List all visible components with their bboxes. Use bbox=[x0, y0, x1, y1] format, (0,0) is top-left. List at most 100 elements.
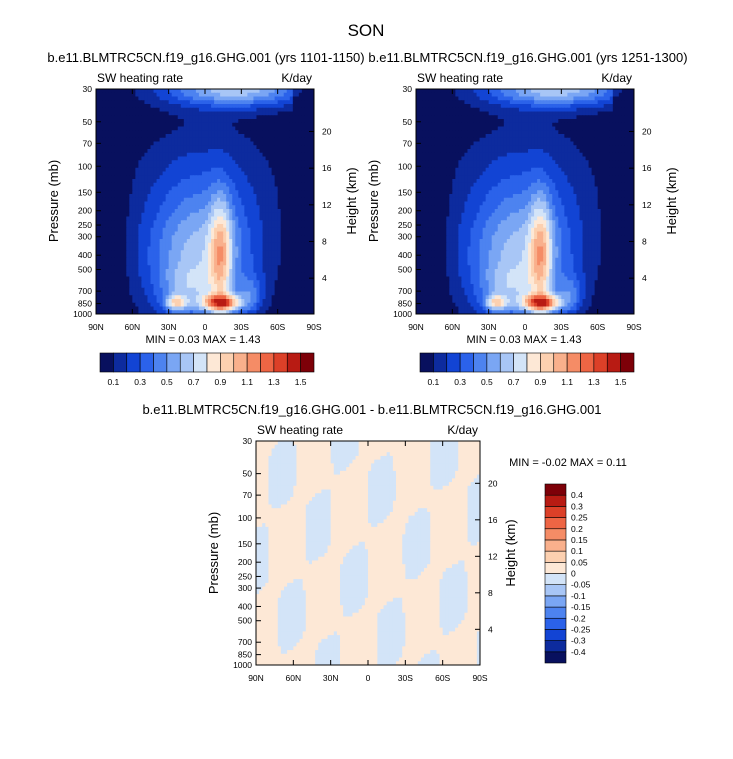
panel-left-field-cell bbox=[156, 257, 161, 263]
panel-left-field-cell bbox=[129, 104, 133, 109]
panel-left-field-cell bbox=[250, 295, 255, 300]
panel-left-field-cell bbox=[283, 227, 288, 233]
panel-left-field-cell bbox=[177, 145, 182, 150]
panel-left-field-cell bbox=[183, 107, 188, 113]
panel-left-field-cell bbox=[138, 104, 143, 109]
panel-left-colorbar-box bbox=[233, 352, 248, 373]
panel-left-field-cell bbox=[214, 291, 218, 296]
panel-right-field-cell bbox=[570, 89, 575, 94]
panel-left-field-cell bbox=[171, 284, 176, 289]
panel-left-field-cell bbox=[247, 239, 252, 244]
panel-right-field-cell bbox=[609, 107, 614, 113]
panel-left-field-cell bbox=[180, 182, 185, 188]
panel-left-field-cell bbox=[253, 197, 258, 203]
panel-left-field-cell bbox=[244, 239, 248, 244]
panel-right-field-cell bbox=[485, 89, 490, 94]
panel-left-field-cell bbox=[153, 261, 158, 266]
panel-left-field-cell bbox=[289, 122, 294, 128]
panel-left-field-cell bbox=[274, 239, 279, 244]
panel-left-field-cell bbox=[177, 231, 182, 236]
panel-left-field-cell bbox=[99, 254, 103, 259]
panel-right-field-cell bbox=[503, 115, 508, 120]
panel-left-field-cell bbox=[147, 231, 152, 236]
panel-left-field-cell bbox=[138, 299, 143, 304]
panel-left-field-cell bbox=[253, 220, 258, 225]
panel-left-field-cell bbox=[111, 287, 115, 293]
panel-left-field-cell bbox=[217, 175, 221, 180]
panel-left-field-cell bbox=[214, 126, 218, 131]
panel-left-field-cell bbox=[138, 145, 143, 150]
panel-left-field-cell bbox=[126, 306, 130, 311]
panel-left-field-cell bbox=[132, 254, 136, 259]
panel-left-field-cell bbox=[310, 280, 314, 285]
panel-left-field-cell bbox=[226, 89, 230, 94]
panel-left-field-cell bbox=[262, 179, 267, 184]
panel-left-y-tick-label: 500 bbox=[78, 265, 92, 275]
panel-left-field-cell bbox=[253, 231, 258, 236]
panel-left-field-cell bbox=[292, 152, 297, 158]
panel-left-field-cell bbox=[220, 171, 224, 176]
panel-left-field-cell bbox=[307, 175, 312, 180]
panel-right-field-cell bbox=[476, 111, 481, 116]
panel-left-field-cell bbox=[304, 145, 309, 150]
panel-left-colorbar-box bbox=[273, 352, 288, 373]
panel-left-field-cell bbox=[223, 242, 227, 248]
panel-left-field-cell bbox=[250, 164, 255, 169]
panel-left-field-cell bbox=[171, 130, 176, 135]
panel-left-field-cell bbox=[280, 280, 285, 285]
panel-left-field-cell bbox=[289, 126, 294, 131]
panel-left-field-cell bbox=[147, 220, 152, 225]
panel-left-field-cell bbox=[259, 100, 264, 105]
panel-left-field-cell bbox=[189, 291, 194, 296]
panel-left-field-cell bbox=[235, 302, 239, 308]
panel-left-field-cell bbox=[262, 119, 267, 124]
panel-left-field-cell bbox=[108, 235, 112, 240]
panel-left-field-cell bbox=[211, 145, 215, 150]
panel-left-field-cell bbox=[123, 111, 127, 116]
panel-left-field-cell bbox=[141, 276, 146, 281]
panel-left-field-cell bbox=[259, 295, 264, 300]
panel-left-field-cell bbox=[229, 186, 233, 191]
panel-left-field-cell bbox=[141, 115, 146, 120]
panel-left-field-cell bbox=[280, 145, 285, 150]
panel-left-field-cell bbox=[147, 216, 152, 221]
panel-left-field-cell bbox=[217, 122, 221, 128]
panel-left-field-cell bbox=[129, 175, 133, 180]
panel-left-field-cell bbox=[301, 269, 306, 274]
panel-left-field-cell bbox=[132, 92, 136, 98]
panel-left-field-cell bbox=[235, 104, 239, 109]
panel-left-field-cell bbox=[307, 145, 312, 150]
panel-right-field-cell bbox=[552, 89, 556, 94]
panel-left-field-cell bbox=[129, 145, 133, 150]
panel-left-field-cell bbox=[108, 175, 112, 180]
panel-left-field-cell bbox=[280, 220, 285, 225]
panel-left-field-cell bbox=[153, 250, 158, 255]
panel-left-field-cell bbox=[201, 141, 206, 146]
panel-left-field-cell bbox=[141, 96, 146, 101]
panel-left-field-cell bbox=[265, 167, 270, 173]
panel-left-field-cell bbox=[183, 261, 188, 266]
panel-left-field-cell bbox=[304, 209, 309, 214]
panel-left-field-cell bbox=[102, 119, 106, 124]
panel-left-field-cell bbox=[129, 156, 133, 161]
panel-left-field-cell bbox=[211, 284, 215, 289]
panel-left-field-cell bbox=[307, 276, 312, 281]
panel-left-field-cell bbox=[108, 287, 112, 293]
panel-left-field-cell bbox=[138, 92, 143, 98]
panel-left-field-cell bbox=[241, 119, 245, 124]
panel-left-field-cell bbox=[186, 212, 191, 218]
panel-right-field-cell bbox=[512, 104, 517, 109]
panel-left-field-cell bbox=[286, 246, 291, 251]
panel-right-field-cell bbox=[552, 111, 556, 116]
panel-left-field-cell bbox=[226, 119, 230, 124]
panel-left-field-cell bbox=[174, 257, 179, 263]
panel-left-field-cell bbox=[144, 171, 149, 176]
panel-left-field-cell bbox=[268, 134, 273, 139]
panel-left-field-cell bbox=[108, 96, 112, 101]
panel-left-field-cell bbox=[135, 115, 139, 120]
panel-left-field-cell bbox=[138, 254, 143, 259]
panel-left-field-cell bbox=[174, 182, 179, 188]
panel-left-field-cell bbox=[265, 212, 270, 218]
panel-left-field-cell bbox=[244, 119, 248, 124]
panel-left-field-cell bbox=[217, 269, 221, 274]
